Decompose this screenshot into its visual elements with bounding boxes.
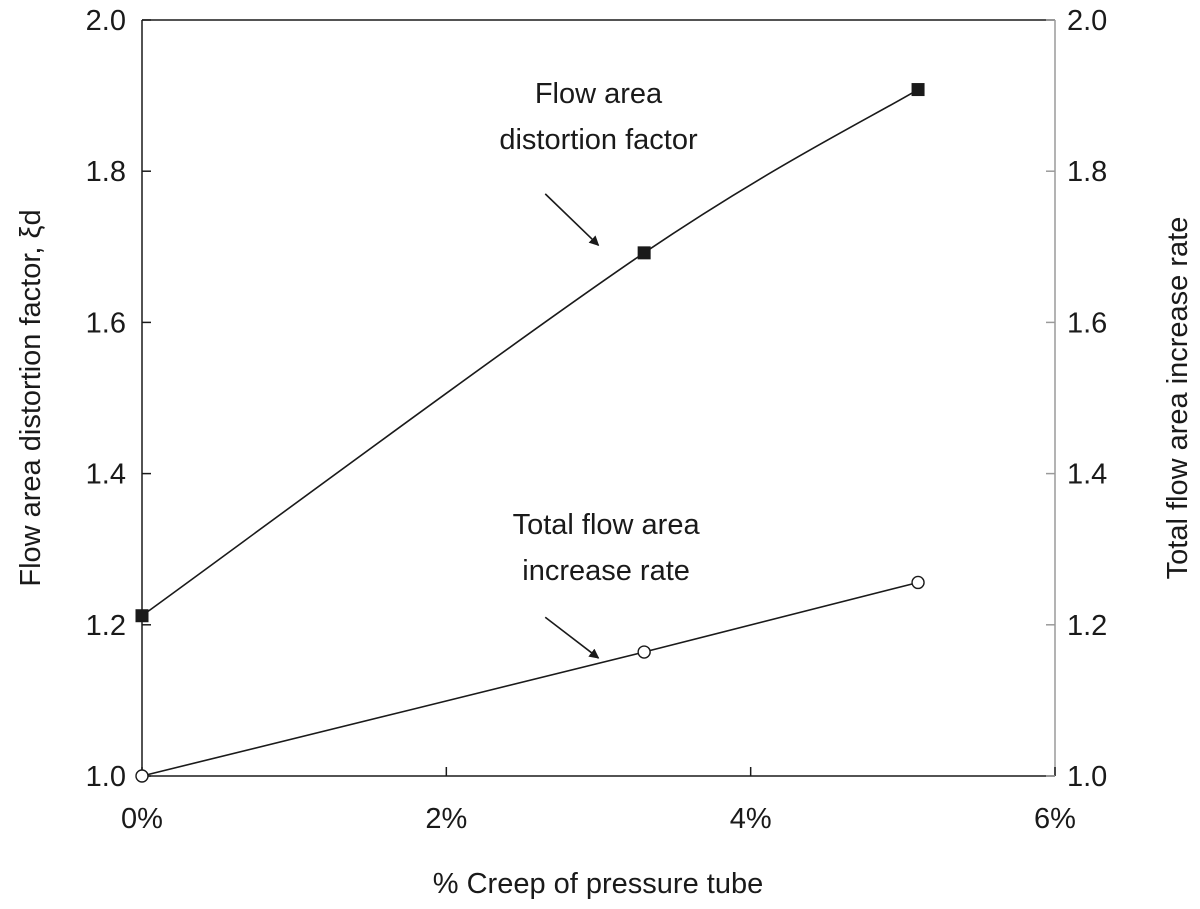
y-axis-left-title: Flow area distortion factor, ξd [15, 209, 47, 586]
data-point-square [637, 246, 651, 260]
annotation-text-1: distortion factor [499, 124, 698, 156]
y-axis-right-title: Total flow area increase rate [1162, 217, 1194, 580]
data-point-circle [135, 769, 149, 783]
x-tick-label: 0% [121, 803, 163, 835]
data-point-square [911, 83, 925, 97]
y-left-tick-label: 1.0 [86, 761, 126, 793]
annotations-layer: Flow area distortion factor Total flow are… [499, 78, 701, 659]
y-right-tick-label: 1.2 [1067, 610, 1107, 642]
y-right-tick-label: 2.0 [1067, 5, 1107, 37]
annotation-text-1: Flow area [535, 78, 663, 110]
data-point-square [135, 609, 149, 623]
x-tick-label: 4% [730, 803, 772, 835]
series-line-2 [141, 581, 919, 777]
series-layer [135, 83, 925, 783]
x-tick-label: 6% [1034, 803, 1076, 835]
y-right-tick-label: 1.0 [1067, 761, 1107, 793]
annotation-text-2: Total flow area [513, 509, 701, 541]
y-left-tick-label: 1.6 [86, 307, 126, 339]
y-axis-left-ticks: 1.0 1.2 1.4 1.6 1.8 2.0 [86, 5, 151, 793]
x-tick-label: 2% [425, 803, 467, 835]
annotation-text-2: increase rate [522, 555, 690, 587]
y-left-tick-label: 2.0 [86, 5, 126, 37]
annotation-arrow-2 [544, 616, 600, 659]
series-line-1 [141, 88, 919, 617]
data-point-circle [911, 575, 925, 590]
y-right-tick-label: 1.6 [1067, 307, 1107, 339]
x-axis-ticks: 0% 2% 4% 6% [121, 767, 1076, 835]
y-right-tick-label: 1.8 [1067, 156, 1107, 188]
y-left-tick-label: 1.2 [86, 610, 126, 642]
y-right-tick-label: 1.4 [1067, 459, 1107, 491]
y-left-tick-label: 1.4 [86, 459, 126, 491]
x-axis-title: % Creep of pressure tube [433, 868, 763, 900]
y-axis-right-ticks: 1.0 1.2 1.4 1.6 1.8 2.0 [1046, 5, 1107, 793]
data-point-circle [637, 645, 651, 659]
y-left-tick-label: 1.8 [86, 156, 126, 188]
annotation-arrow-1 [544, 193, 600, 246]
